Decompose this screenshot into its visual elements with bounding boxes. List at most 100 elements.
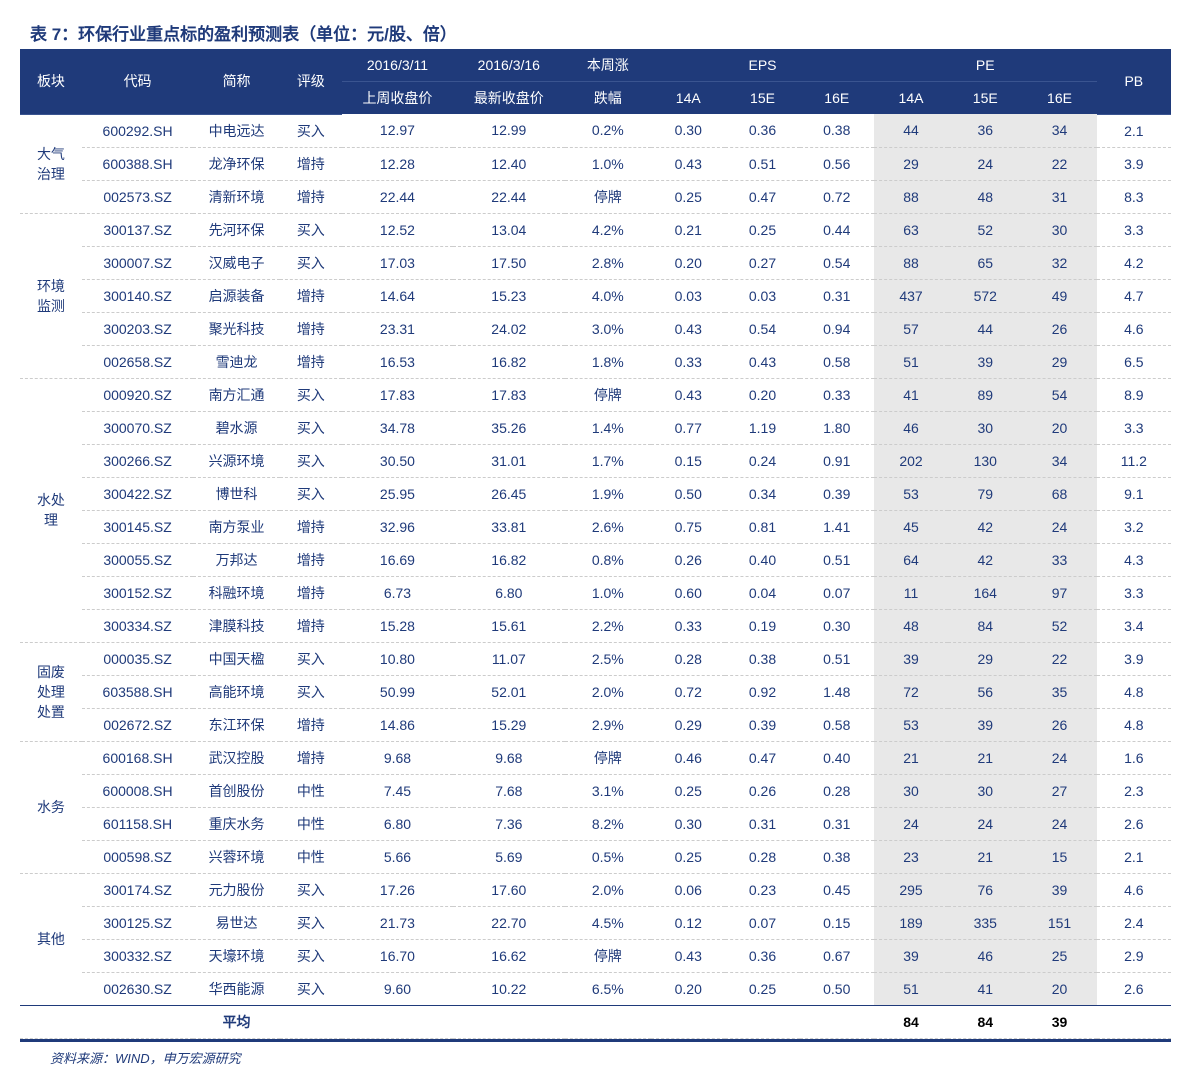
- cell-prev: 12.97: [342, 114, 453, 147]
- table-row: 300140.SZ启源装备增持14.6415.234.0%0.030.030.3…: [20, 279, 1171, 312]
- th-date2: 2016/3/16: [453, 49, 564, 82]
- table-row: 300334.SZ津膜科技增持15.2815.612.2%0.330.190.3…: [20, 609, 1171, 642]
- cell-pe16: 68: [1022, 477, 1096, 510]
- cell-code: 002658.SZ: [82, 345, 193, 378]
- cell-pe14: 64: [874, 543, 948, 576]
- cell-rating: 增持: [280, 576, 342, 609]
- cell-eps15: 0.24: [725, 444, 799, 477]
- cell-pe16: 151: [1022, 906, 1096, 939]
- cell-chg: 0.5%: [565, 840, 652, 873]
- cell-pe16: 49: [1022, 279, 1096, 312]
- cell-eps14: 0.60: [651, 576, 725, 609]
- cell-prev: 6.80: [342, 807, 453, 840]
- cell-latest: 13.04: [453, 213, 564, 246]
- table-row: 600388.SH龙净环保增持12.2812.401.0%0.430.510.5…: [20, 147, 1171, 180]
- cell-code: 300334.SZ: [82, 609, 193, 642]
- cell-pe16: 26: [1022, 312, 1096, 345]
- cell-eps14: 0.25: [651, 180, 725, 213]
- cell-latest: 52.01: [453, 675, 564, 708]
- avg-pe16: 39: [1022, 1005, 1096, 1038]
- cell-latest: 16.82: [453, 345, 564, 378]
- cell-name: 南方汇通: [193, 378, 280, 411]
- cell-pe14: 202: [874, 444, 948, 477]
- cell-pe15: 164: [948, 576, 1022, 609]
- cell-pe15: 24: [948, 807, 1022, 840]
- cell-eps16: 0.50: [800, 972, 874, 1005]
- cell-eps16: 0.45: [800, 873, 874, 906]
- cell-pe14: 39: [874, 939, 948, 972]
- cell-eps15: 0.28: [725, 840, 799, 873]
- cell-eps15: 0.25: [725, 972, 799, 1005]
- cell-chg: 3.0%: [565, 312, 652, 345]
- cell-eps14: 0.33: [651, 609, 725, 642]
- cell-prev: 9.60: [342, 972, 453, 1005]
- cell-eps15: 0.51: [725, 147, 799, 180]
- cell-prev: 14.64: [342, 279, 453, 312]
- cell-eps16: 0.40: [800, 741, 874, 774]
- cell-eps14: 0.06: [651, 873, 725, 906]
- cell-pe15: 41: [948, 972, 1022, 1005]
- cell-pe15: 46: [948, 939, 1022, 972]
- table-row: 300266.SZ兴源环境买入30.5031.011.7%0.150.240.9…: [20, 444, 1171, 477]
- cell-pe16: 39: [1022, 873, 1096, 906]
- cell-eps14: 0.21: [651, 213, 725, 246]
- cell-eps14: 0.30: [651, 114, 725, 147]
- cell-code: 600388.SH: [82, 147, 193, 180]
- table-row: 300152.SZ科融环境增持6.736.801.0%0.600.040.071…: [20, 576, 1171, 609]
- th-pe-14a: 14A: [874, 82, 948, 115]
- cell-name: 中电远达: [193, 114, 280, 147]
- cell-pe15: 39: [948, 345, 1022, 378]
- cell-eps16: 0.44: [800, 213, 874, 246]
- cell-latest: 31.01: [453, 444, 564, 477]
- cell-pe14: 23: [874, 840, 948, 873]
- table-row: 002658.SZ雪迪龙增持16.5316.821.8%0.330.430.58…: [20, 345, 1171, 378]
- table-row: 300055.SZ万邦达增持16.6916.820.8%0.260.400.51…: [20, 543, 1171, 576]
- cell-prev: 16.69: [342, 543, 453, 576]
- cell-pe15: 29: [948, 642, 1022, 675]
- cell-latest: 5.69: [453, 840, 564, 873]
- table-row: 环境监测300137.SZ先河环保买入12.5213.044.2%0.210.2…: [20, 213, 1171, 246]
- th-change1: 本周涨: [565, 49, 652, 82]
- cell-eps14: 0.72: [651, 675, 725, 708]
- cell-code: 000598.SZ: [82, 840, 193, 873]
- cell-eps14: 0.12: [651, 906, 725, 939]
- cell-eps16: 0.94: [800, 312, 874, 345]
- cell-pb: 4.8: [1097, 675, 1171, 708]
- cell-eps14: 0.30: [651, 807, 725, 840]
- cell-pb: 4.6: [1097, 312, 1171, 345]
- data-source: 资料来源：WIND，申万宏源研究: [20, 1042, 1171, 1067]
- cell-eps15: 0.23: [725, 873, 799, 906]
- cell-eps16: 0.72: [800, 180, 874, 213]
- cell-pe16: 33: [1022, 543, 1096, 576]
- cell-pe14: 41: [874, 378, 948, 411]
- cell-eps15: 0.03: [725, 279, 799, 312]
- table-row: 002573.SZ清新环境增持22.4422.44停牌0.250.470.728…: [20, 180, 1171, 213]
- cell-pe16: 15: [1022, 840, 1096, 873]
- cell-prev: 10.80: [342, 642, 453, 675]
- cell-pe15: 42: [948, 543, 1022, 576]
- cell-pe16: 29: [1022, 345, 1096, 378]
- cell-eps16: 0.58: [800, 708, 874, 741]
- cell-eps14: 0.03: [651, 279, 725, 312]
- cell-chg: 0.2%: [565, 114, 652, 147]
- cell-prev: 22.44: [342, 180, 453, 213]
- cell-pe15: 30: [948, 774, 1022, 807]
- cell-prev: 14.86: [342, 708, 453, 741]
- avg-label: 平均: [193, 1005, 280, 1038]
- cell-prev: 50.99: [342, 675, 453, 708]
- cell-rating: 中性: [280, 807, 342, 840]
- cell-eps16: 0.38: [800, 840, 874, 873]
- th-pe-15e: 15E: [948, 82, 1022, 115]
- cell-chg: 1.8%: [565, 345, 652, 378]
- cell-code: 000035.SZ: [82, 642, 193, 675]
- th-change2: 跌幅: [565, 82, 652, 115]
- cell-pb: 4.6: [1097, 873, 1171, 906]
- cell-prev: 32.96: [342, 510, 453, 543]
- cell-name: 天壕环境: [193, 939, 280, 972]
- cell-name: 中国天楹: [193, 642, 280, 675]
- cell-eps16: 1.41: [800, 510, 874, 543]
- cell-pe15: 39: [948, 708, 1022, 741]
- cell-eps16: 0.31: [800, 807, 874, 840]
- table-row: 300422.SZ博世科买入25.9526.451.9%0.500.340.39…: [20, 477, 1171, 510]
- cell-latest: 10.22: [453, 972, 564, 1005]
